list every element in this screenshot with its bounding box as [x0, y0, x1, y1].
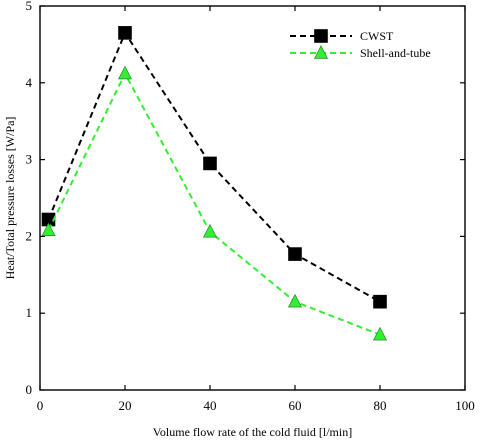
y-axis-title: Heat/Total pressure losses [W/Pa] [3, 117, 17, 280]
data-point [203, 223, 217, 238]
x-tick-label: 20 [119, 398, 132, 413]
x-tick-label: 40 [204, 398, 217, 413]
series-layer [41, 26, 387, 341]
x-tick-label: 80 [374, 398, 387, 413]
data-point [288, 293, 302, 308]
data-point [373, 294, 387, 309]
y-tick-label: 0 [26, 382, 33, 397]
y-tick-label: 3 [26, 152, 33, 167]
y-tick-label: 2 [26, 228, 33, 243]
series-shell-and-tube [41, 65, 387, 341]
plot-frame [39, 5, 466, 391]
data-point [288, 247, 302, 261]
y-tick-label: 1 [26, 305, 33, 320]
legend-marker [314, 45, 328, 59]
y-tick-label: 5 [26, 0, 33, 13]
x-tick-label: 0 [37, 398, 44, 413]
x-tick-label: 60 [289, 398, 302, 413]
data-point [41, 222, 56, 236]
data-point [118, 65, 132, 80]
series-line [47, 30, 381, 303]
data-point [373, 326, 387, 341]
x-axis-ticks: 0 20 40 60 80 100 [37, 6, 475, 413]
series-line [47, 71, 381, 336]
legend-label: Shell-and-tube [360, 46, 431, 60]
x-axis-title: Volume flow rate of the cold fluid [l/mi… [153, 425, 352, 439]
legend: CWST Shell-and-tube [290, 29, 431, 60]
x-tick-label: 100 [455, 398, 475, 413]
data-point [118, 26, 132, 40]
y-axis-ticks: 0 1 2 3 4 5 [26, 0, 465, 397]
y-tick-label: 4 [26, 75, 33, 90]
data-point [203, 156, 217, 171]
legend-label: CWST [360, 29, 394, 43]
series-cwst [41, 26, 387, 309]
plot-border [39, 5, 466, 391]
legend-marker [314, 29, 328, 43]
